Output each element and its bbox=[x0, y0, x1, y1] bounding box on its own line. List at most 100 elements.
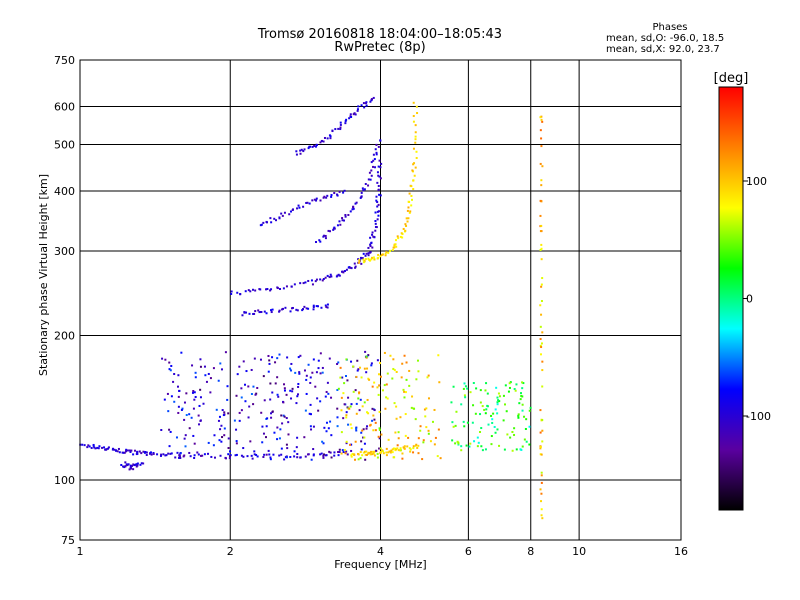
echo-point bbox=[374, 211, 377, 214]
echo-point bbox=[337, 387, 340, 390]
echo-point bbox=[374, 222, 377, 225]
echo-point bbox=[377, 145, 380, 148]
echo-point bbox=[377, 165, 380, 168]
echo-point bbox=[397, 449, 400, 452]
echo-point bbox=[345, 440, 348, 443]
echo-point bbox=[414, 124, 417, 127]
echo-point bbox=[404, 413, 407, 416]
echo-point bbox=[254, 393, 257, 396]
echo-point bbox=[336, 362, 339, 365]
echo-point bbox=[217, 379, 220, 382]
echo-point bbox=[236, 291, 239, 294]
echo-point bbox=[324, 304, 327, 307]
echo-point bbox=[290, 285, 293, 288]
echo-point bbox=[413, 174, 416, 177]
echo-point bbox=[345, 442, 348, 445]
echo-point bbox=[392, 358, 395, 361]
echo-point bbox=[252, 385, 255, 388]
echo-point bbox=[353, 262, 356, 265]
echo-point bbox=[377, 184, 380, 187]
echo-point bbox=[283, 415, 286, 418]
echo-point bbox=[312, 304, 315, 307]
chart-title: Tromsø 20160818 18:04:00–18:05:43 bbox=[257, 27, 503, 42]
echo-point bbox=[521, 381, 524, 384]
echo-point bbox=[357, 105, 360, 108]
x-mode-stats: mean, sd,X: 92.0, 23.7 bbox=[606, 44, 720, 55]
echo-point bbox=[519, 398, 522, 401]
echo-point bbox=[177, 374, 180, 377]
echo-point bbox=[268, 359, 271, 362]
echo-point bbox=[515, 383, 518, 386]
echo-point bbox=[336, 274, 339, 277]
echo-point bbox=[373, 381, 376, 384]
echo-point bbox=[328, 134, 331, 137]
echo-point bbox=[181, 407, 184, 410]
echo-point bbox=[314, 280, 317, 283]
echo-point bbox=[540, 184, 543, 187]
echo-point bbox=[350, 267, 353, 270]
echo-point bbox=[285, 443, 288, 446]
echo-point bbox=[528, 409, 531, 412]
echo-point bbox=[255, 453, 258, 456]
echo-point bbox=[320, 306, 323, 309]
echo-point bbox=[192, 434, 195, 437]
echo-point bbox=[240, 454, 243, 457]
x-tick-label: 6 bbox=[465, 545, 472, 558]
echo-point bbox=[160, 453, 163, 456]
echo-point bbox=[347, 396, 350, 399]
echo-point bbox=[541, 165, 544, 168]
echo-point bbox=[419, 429, 422, 432]
echo-point bbox=[477, 441, 480, 444]
echo-point bbox=[325, 430, 328, 433]
echo-point bbox=[191, 391, 194, 394]
echo-point bbox=[169, 369, 172, 372]
echo-point bbox=[312, 425, 315, 428]
echo-point bbox=[416, 446, 419, 449]
echo-point bbox=[540, 243, 543, 246]
echo-point bbox=[426, 376, 429, 379]
echo-point bbox=[365, 371, 368, 374]
echo-point bbox=[416, 359, 419, 362]
echo-point bbox=[337, 273, 340, 276]
echo-point bbox=[180, 408, 183, 411]
echo-point bbox=[329, 420, 332, 423]
echo-point bbox=[472, 382, 475, 385]
echo-point bbox=[259, 288, 262, 291]
echo-point bbox=[116, 450, 119, 453]
echo-point bbox=[412, 101, 415, 104]
echo-point bbox=[466, 421, 469, 424]
echo-point bbox=[126, 464, 129, 467]
echo-point bbox=[265, 453, 268, 456]
echo-point bbox=[372, 256, 375, 259]
echo-point bbox=[417, 444, 420, 447]
echo-point bbox=[322, 196, 325, 199]
echo-point bbox=[188, 413, 191, 416]
echo-point bbox=[305, 378, 308, 381]
echo-point bbox=[207, 372, 210, 375]
echo-point bbox=[308, 202, 311, 205]
echo-point bbox=[361, 257, 364, 260]
echo-point bbox=[497, 392, 500, 395]
echo-point bbox=[412, 179, 415, 182]
echo-point bbox=[419, 425, 422, 428]
echo-point bbox=[326, 306, 329, 309]
echo-point bbox=[314, 385, 317, 388]
echo-point bbox=[372, 159, 375, 162]
echo-point bbox=[168, 368, 171, 371]
echo-point bbox=[476, 445, 479, 448]
echo-point bbox=[330, 194, 333, 197]
echo-point bbox=[170, 452, 173, 455]
echo-point bbox=[513, 427, 516, 430]
echo-point bbox=[210, 455, 213, 458]
echo-point bbox=[224, 457, 227, 460]
x-tick-label: 4 bbox=[377, 545, 384, 558]
echo-point bbox=[270, 288, 273, 291]
echo-point bbox=[376, 201, 379, 204]
echo-point bbox=[339, 376, 342, 379]
echo-point bbox=[126, 449, 129, 452]
echo-point bbox=[330, 434, 333, 437]
echo-point bbox=[177, 411, 180, 414]
echo-point bbox=[310, 279, 313, 282]
echo-point bbox=[540, 118, 543, 121]
echo-point bbox=[217, 419, 220, 422]
